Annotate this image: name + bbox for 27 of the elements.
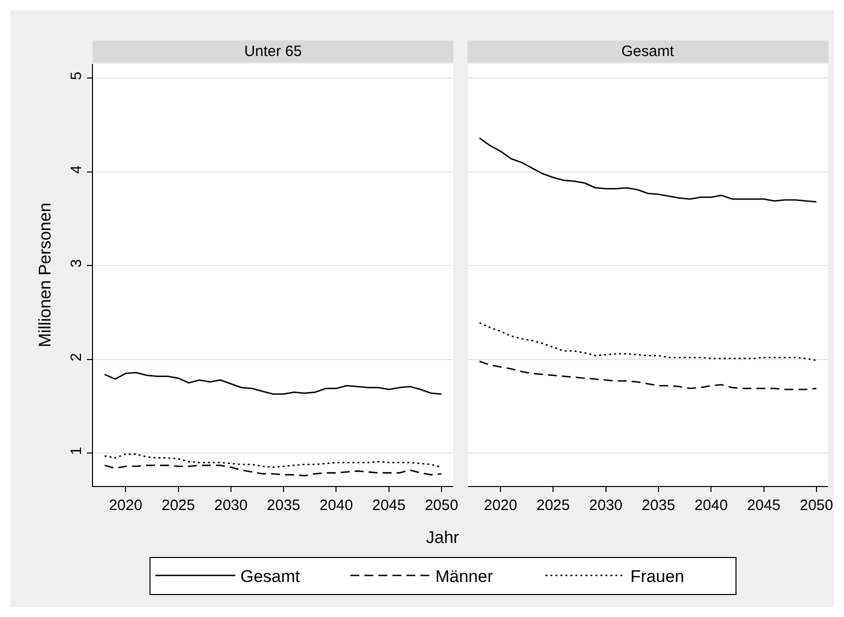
chart-title: Gesamt xyxy=(621,43,675,60)
x-axis-title: Jahr xyxy=(426,528,460,547)
y-tick-label: 4 xyxy=(68,165,85,174)
x-tick-label: 2035 xyxy=(642,497,676,514)
x-tick-label: 2020 xyxy=(108,497,142,514)
legend-label: Gesamt xyxy=(240,567,300,586)
x-tick-label: 2045 xyxy=(372,497,406,514)
legend-label: Frauen xyxy=(630,567,684,586)
x-tick-label: 2045 xyxy=(747,497,780,514)
line-series xyxy=(104,372,442,395)
y-tick-label: 5 xyxy=(68,72,85,80)
x-tick-label: 2030 xyxy=(214,497,248,514)
x-tick-label: 2030 xyxy=(589,497,623,514)
x-tick-label: 2020 xyxy=(484,497,518,514)
x-tick-label: 2025 xyxy=(536,497,570,514)
x-tick-label: 2040 xyxy=(320,497,353,514)
legend-label: Männer xyxy=(435,567,494,586)
x-tick-label: 2025 xyxy=(162,497,195,514)
y-axis-title: Millionen Personen xyxy=(36,202,55,348)
y-tick-label: 2 xyxy=(68,352,85,362)
y-tick-label: 3 xyxy=(68,259,85,268)
x-tick-label: 2040 xyxy=(694,497,728,514)
x-tick-label: 2035 xyxy=(266,497,300,514)
x-tick-label: 2050 xyxy=(800,497,834,514)
y-tick-label: 1 xyxy=(68,446,85,456)
x-tick-label: 2050 xyxy=(424,497,458,514)
chart-title: Unter 65 xyxy=(244,43,302,60)
